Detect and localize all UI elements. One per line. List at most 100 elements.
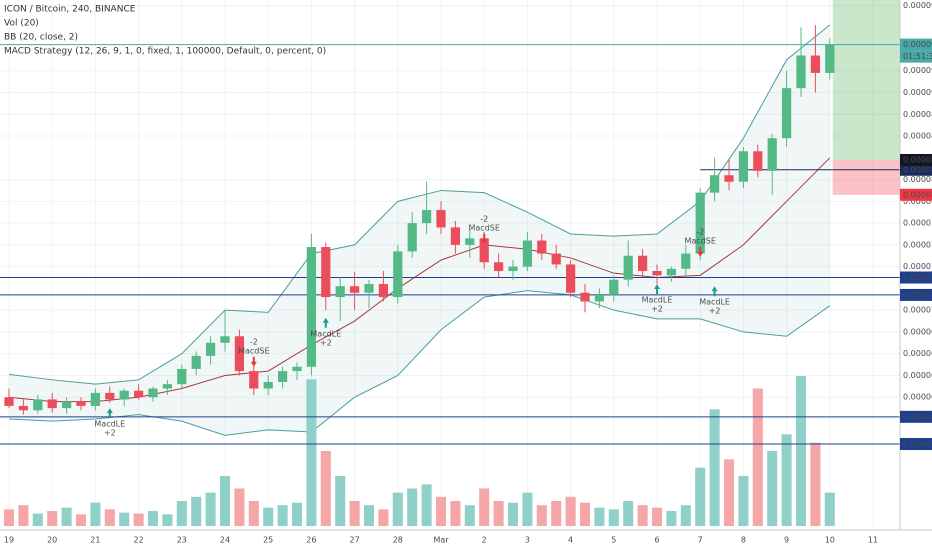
candle-body [623, 255, 633, 280]
volume-bar [464, 505, 475, 526]
candle-body [349, 286, 360, 293]
candle-body [61, 401, 72, 409]
candle-body [565, 264, 576, 293]
y-tick-label: 0.0000980 [903, 1, 932, 10]
candle-body [738, 151, 749, 182]
y-tick-label: 0.0000660 [903, 349, 932, 358]
volume-bar [306, 379, 317, 526]
x-tick-label: 4 [568, 536, 573, 545]
volume-bar [378, 509, 389, 526]
candle-body [666, 268, 677, 276]
volume-bar [18, 505, 29, 526]
volume-bar [133, 513, 144, 526]
volume-bar [119, 512, 130, 526]
volume-bar [392, 492, 403, 526]
x-tick-label: 2 [482, 536, 487, 545]
volume-bar [349, 501, 360, 526]
x-tick-label: 3 [525, 536, 530, 545]
signal-arrow [322, 317, 329, 328]
volume-bar [407, 488, 418, 526]
candle-body [709, 175, 720, 193]
y-tick-label: 0.0000680 [903, 327, 932, 336]
signal-arrow [711, 286, 718, 297]
y-tick-label: 0.0000760 [903, 240, 932, 249]
volume-bar [594, 507, 605, 526]
volume-bar [536, 505, 547, 526]
volume-bar [637, 505, 648, 526]
volume-bar [191, 496, 202, 526]
candle-body [133, 390, 144, 398]
volume-bar [507, 502, 519, 526]
y-tick-label: 0.0000700 [903, 306, 932, 315]
target-zone [832, 0, 900, 160]
x-tick-label: Mar [433, 536, 449, 545]
x-tick-label: 20 [47, 536, 57, 545]
volume-bar [291, 502, 303, 526]
volume-bar [666, 511, 677, 526]
candle-body [177, 368, 187, 385]
volume-bar [680, 505, 691, 526]
candle-body [407, 223, 417, 252]
signal-arrow [654, 284, 660, 295]
candle-body [76, 401, 86, 406]
signal-label: MacdLE [699, 298, 730, 307]
y-tick-label: 0.0000740 [903, 262, 932, 271]
y-tick-label: 0.0000820 [903, 175, 932, 184]
signal-qty: -2 [696, 227, 704, 236]
signal-qty: -2 [250, 337, 258, 346]
y-tick-label: 0.0000880 [903, 110, 932, 119]
candle-body [594, 294, 605, 302]
candle-body [263, 381, 273, 389]
candle-body [191, 355, 201, 369]
main-layer: MacdLE+2MacdSE-2MacdLE+2MacdSE-2MacdLE+2… [0, 25, 900, 445]
candle-body [378, 284, 389, 298]
volume-bar [248, 501, 259, 526]
candle-body [393, 251, 403, 298]
y-tick-label: 0.0000640 [903, 371, 932, 380]
x-tick-label: 11 [868, 536, 878, 545]
volume-bar [219, 476, 231, 526]
volume-bar [565, 496, 576, 526]
volume-bar [795, 376, 807, 526]
volume-bar [335, 476, 346, 526]
y-tick-label: 0.0000920 [903, 66, 932, 75]
level-label: 0.0000577 [903, 440, 932, 449]
volume-bar [47, 511, 58, 526]
stop-zone [832, 159, 900, 195]
level-label: 0.0000714 [903, 290, 932, 299]
level-tag [900, 410, 932, 423]
volume-bar [651, 507, 663, 526]
x-tick-label: 8 [741, 536, 746, 545]
signal-qty: +2 [651, 305, 663, 314]
x-tick-label: 24 [220, 536, 230, 545]
volume-bar [781, 434, 792, 526]
y-tick-label: 0.0000900 [903, 88, 932, 97]
signal-qty: +2 [320, 338, 332, 347]
candle-body [148, 388, 158, 398]
volume-bar [263, 507, 274, 526]
y-tick-label: 0.0000860 [903, 132, 932, 141]
level-tag [900, 438, 932, 451]
candle-body [364, 284, 374, 293]
x-tick-label: 28 [393, 536, 403, 545]
axis-layer: 0.0000980 0.0000920 0.0000900 0.0000880 0.00… [4, 1, 932, 545]
signal-arrow [250, 356, 257, 367]
x-tick-label: 25 [263, 536, 273, 545]
y-tick-label: 0.0000780 [903, 219, 932, 228]
position-label: 0.0000838 [903, 155, 932, 164]
candle-body [249, 371, 259, 389]
volume-bar [450, 501, 461, 526]
position-tag [900, 153, 932, 166]
x-tick-label: 10 [825, 536, 835, 545]
volume-bar [493, 501, 504, 526]
level-label: 0.0000829 [903, 165, 932, 174]
x-tick-label: 27 [350, 536, 360, 545]
x-tick-label: 9 [784, 536, 789, 545]
band-line [8, 24, 831, 385]
candle-body [335, 286, 345, 298]
y-tick-label: 0.0000620 [903, 393, 932, 402]
band-fill [9, 25, 830, 436]
candle-body [234, 336, 245, 372]
signal-qty: -2 [480, 214, 488, 223]
